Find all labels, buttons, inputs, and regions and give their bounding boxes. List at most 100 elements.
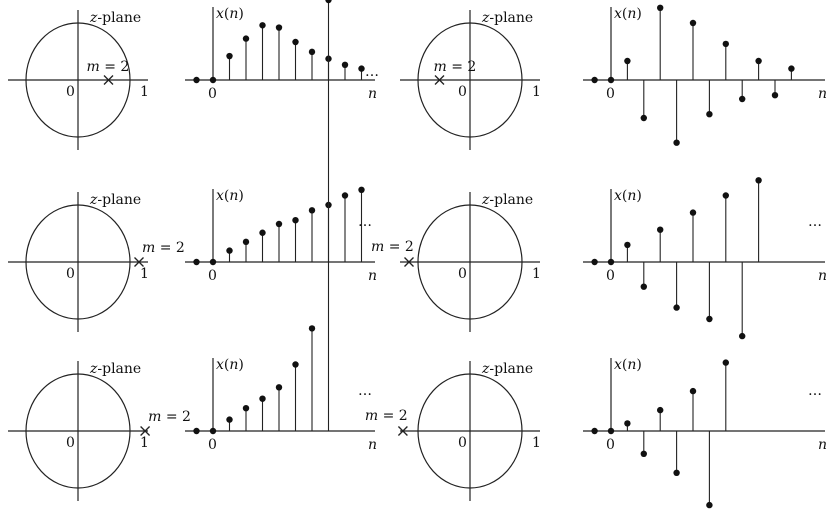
ellipsis-label: … (358, 214, 372, 230)
stem-point (292, 361, 299, 368)
ellipsis-label: … (808, 383, 822, 399)
n-label: n (818, 268, 827, 284)
n-origin-label: 0 (208, 437, 217, 453)
multiplicity-label: m = 2 (142, 240, 185, 256)
stem-point (640, 450, 647, 457)
stem-point (657, 406, 664, 414)
origin-label: 0 (458, 84, 467, 100)
origin-label: 0 (66, 266, 75, 282)
stem-point (722, 359, 729, 366)
z-plane-diagrams: z-plane 0 1 m = 2 z-plane 0 1 m = 2 z-plane 0 1 m =… (8, 10, 541, 501)
multiplicity-label: m = 2 (434, 59, 477, 75)
stem-point (226, 52, 233, 60)
stem-plot-2-1: x(n) 0 n … (185, 186, 377, 284)
pole-marker-stroke (134, 257, 144, 267)
z-plane-2-1: z-plane 0 1 m = 2 (8, 192, 185, 332)
stem-point (275, 24, 283, 31)
z-plane-label: z-plane (481, 10, 533, 26)
stem-point (259, 22, 266, 29)
stem-plot-1-1: x(n)0 n… (185, 6, 379, 102)
unit-label: 1 (140, 266, 149, 282)
unit-label: 1 (532, 266, 541, 282)
z-plane-1-1: z-plane 0 1 m = 2 (8, 10, 149, 150)
stem-plot-2-2: x(n)0 n… (583, 177, 827, 340)
stem-point (673, 469, 680, 476)
ellipsis-label: … (365, 64, 379, 80)
stem-point (706, 501, 713, 509)
z-plane-3-1: z-plane 0 1 m = 2 (8, 361, 191, 501)
stem-point (226, 416, 233, 423)
stem-point (689, 19, 697, 27)
stem-point (607, 258, 615, 266)
n-label: n (368, 86, 377, 102)
stem-point (209, 427, 217, 435)
stem-point (193, 258, 200, 266)
z-plane-2-2: z-plane 0 1 m = 2 (371, 192, 541, 332)
stem-point (689, 387, 697, 395)
stem-point (657, 226, 664, 233)
n-label: n (818, 86, 827, 102)
stem-point (689, 209, 697, 216)
stem-point (755, 177, 762, 184)
pole-marker-stroke (434, 75, 445, 85)
stem-point (226, 247, 233, 254)
n-label: n (368, 268, 377, 284)
stem-point (292, 217, 299, 224)
stem-plot-3-1: x(n) 0 n … (185, 0, 377, 453)
stem-plot-3-2: x(n)0 n… (583, 357, 827, 509)
stem-point (771, 92, 779, 99)
signal-label: x(n) (614, 6, 642, 22)
stem-point (242, 35, 250, 42)
stem-point (209, 258, 217, 266)
n-origin-label: 0 (208, 86, 217, 102)
stem-point (341, 61, 349, 68)
n-origin-label: 0 (208, 268, 217, 284)
unit-label: 1 (532, 84, 541, 100)
stem-point (624, 57, 631, 65)
stem-point (358, 186, 365, 193)
pole-marker-stroke (140, 426, 151, 436)
signal-label: x(n) (216, 188, 244, 204)
stem-point (755, 57, 762, 65)
multiplicity-label: m = 2 (87, 59, 130, 75)
n-label: n (368, 437, 377, 453)
stem-point (607, 427, 615, 435)
stem-point (275, 384, 283, 391)
origin-label: 0 (458, 266, 467, 282)
stem-point (788, 65, 795, 72)
origin-label: 0 (66, 435, 75, 451)
pole-marker-stroke (103, 75, 114, 85)
stem-point (341, 192, 349, 199)
stem-point (624, 241, 631, 249)
stem-point (607, 76, 615, 84)
z-plane-label: z-plane (89, 192, 141, 208)
stem-point (358, 65, 365, 72)
stem-point (591, 427, 598, 435)
stem-point (209, 76, 217, 84)
n-origin-label: 0 (606, 437, 615, 453)
stem-point (292, 38, 299, 46)
stem-point (624, 420, 631, 427)
stem-point (673, 139, 680, 146)
multiplicity-label: m = 2 (365, 408, 408, 424)
stem-plot-1-2: x(n) 0 n (583, 4, 827, 146)
pole-marker-stroke (397, 426, 408, 436)
origin-label: 0 (458, 435, 467, 451)
stem-point (673, 304, 680, 311)
stem-point (242, 238, 250, 246)
stem-point (591, 76, 598, 84)
stem-point (640, 283, 647, 290)
unit-label: 1 (140, 435, 149, 451)
z-plane-label: z-plane (89, 361, 141, 377)
stem-point (591, 258, 598, 266)
stem-point (275, 220, 283, 228)
stem-point (657, 4, 664, 11)
multiplicity-label: m = 2 (371, 239, 414, 255)
signal-label: x(n) (614, 188, 642, 204)
z-plane-3-2: z-plane 0 1 m = 2 (365, 361, 541, 501)
stem-point (640, 114, 647, 122)
stem-point (193, 427, 200, 435)
stem-point (722, 40, 729, 48)
z-plane-label: z-plane (89, 10, 141, 26)
